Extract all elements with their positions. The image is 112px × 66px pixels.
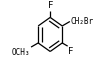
Text: F: F	[68, 47, 73, 56]
Text: CH₂Br: CH₂Br	[70, 17, 93, 26]
Text: F: F	[47, 1, 52, 10]
Text: OCH₃: OCH₃	[12, 48, 30, 57]
